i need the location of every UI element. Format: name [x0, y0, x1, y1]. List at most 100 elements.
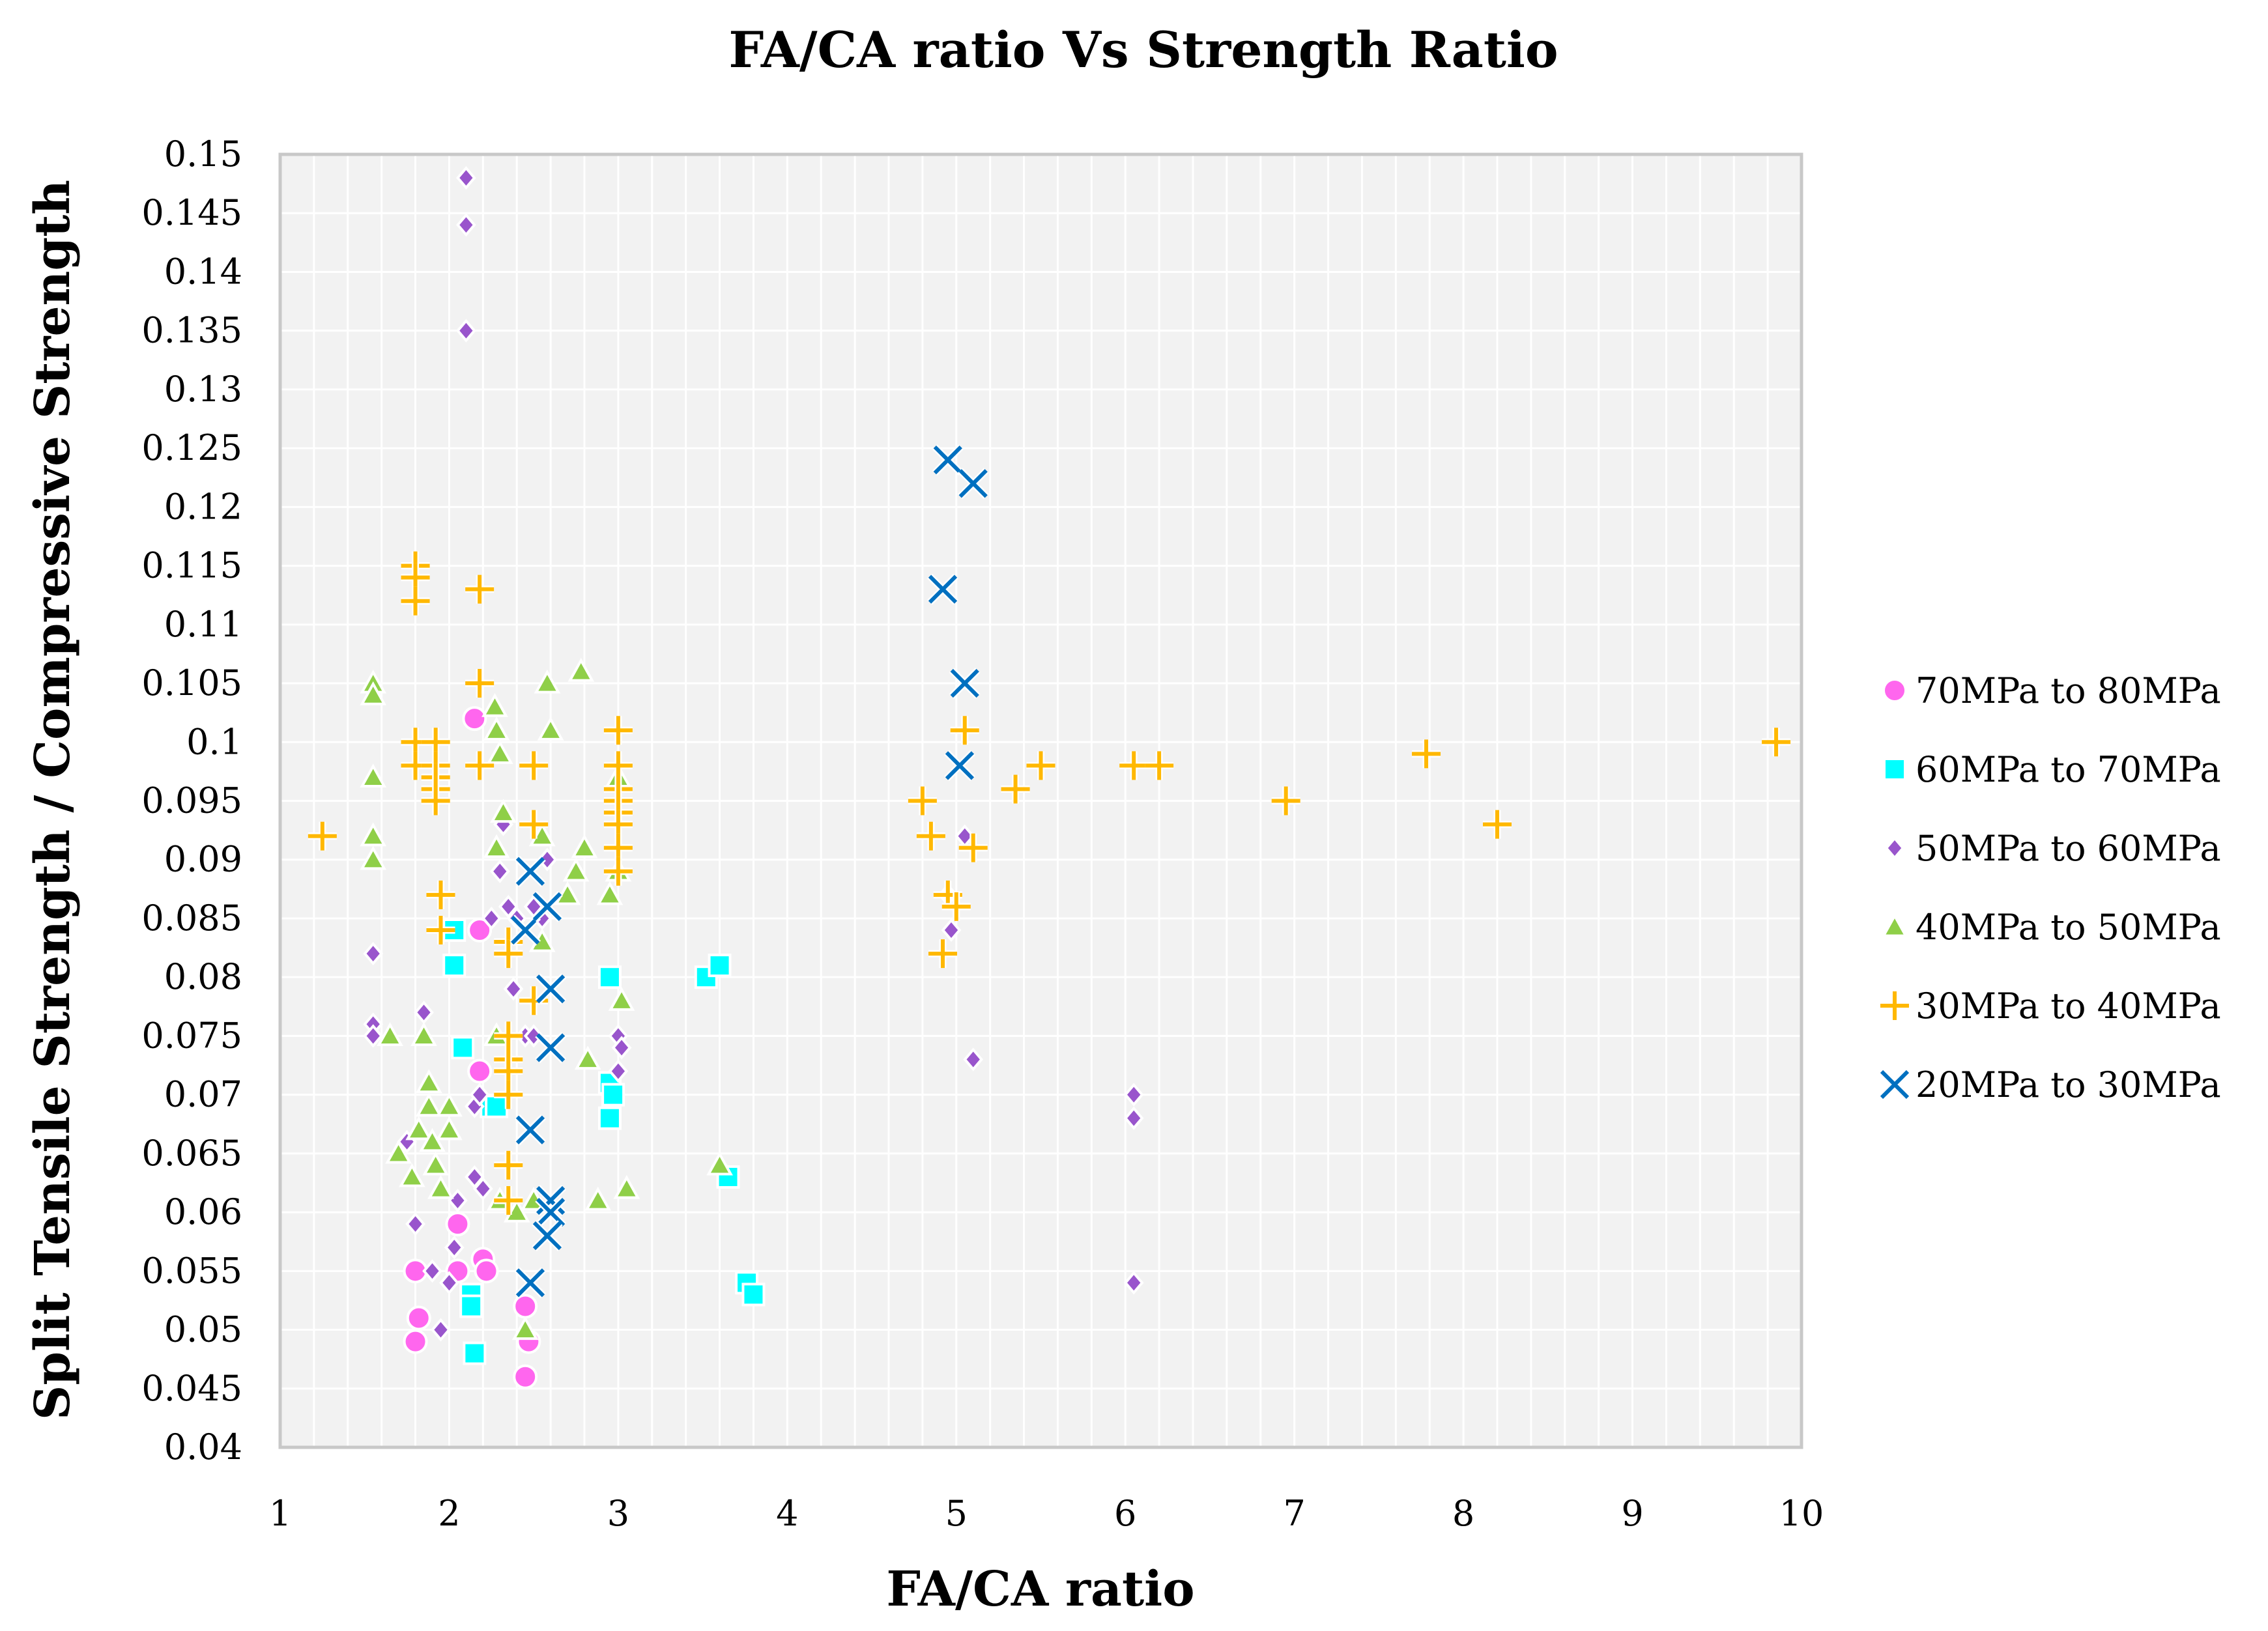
series-30mpa-to-40mpa — [308, 551, 1791, 1215]
y-tick-label: 0.06 — [164, 1191, 242, 1232]
legend-item: 40MPa to 50MPa — [1881, 907, 2221, 948]
data-point-plus — [401, 586, 430, 616]
data-point-triangle — [608, 987, 635, 1011]
y-tick-label: 0.065 — [141, 1133, 242, 1174]
data-point-circle — [406, 1305, 431, 1331]
y-tick-label: 0.04 — [164, 1426, 242, 1468]
data-point-triangle — [483, 716, 510, 741]
data-point-x — [535, 1032, 567, 1064]
x-axis-title: FA/CA ratio — [886, 1561, 1194, 1617]
data-point-plus — [941, 892, 971, 921]
data-point-x — [532, 1220, 563, 1252]
data-point-triangle — [534, 669, 561, 694]
x-tick-label: 2 — [438, 1493, 460, 1534]
data-point-triangle — [377, 1022, 404, 1047]
data-point-plus — [494, 1186, 523, 1215]
data-point-x — [949, 668, 981, 699]
data-point-triangle — [398, 1163, 425, 1187]
series-60mpa-to-70mpa — [442, 918, 766, 1365]
data-point-diamond — [422, 1259, 442, 1283]
data-point-plus — [426, 880, 455, 909]
y-tick-label: 0.09 — [164, 839, 242, 880]
data-point-triangle — [537, 716, 564, 741]
data-point-triangle — [483, 834, 510, 858]
data-point-triangle — [436, 1116, 463, 1141]
data-point-triangle — [419, 1128, 446, 1152]
data-point-square — [601, 1083, 625, 1107]
data-point-diamond — [456, 166, 476, 190]
data-point-diamond — [363, 1024, 384, 1048]
y-axis-title: Split Tensile Strength / Compressive Str… — [25, 180, 81, 1420]
x-axis: 1 2 3 4 5 6 7 8 9 10 — [269, 1493, 1824, 1534]
data-point-diamond — [439, 1271, 459, 1295]
data-point-plus — [494, 939, 523, 969]
data-point-plus — [603, 857, 633, 886]
data-point-square — [708, 954, 732, 978]
y-tick-label: 0.11 — [164, 604, 242, 645]
data-point-circle — [513, 1364, 538, 1389]
data-point-square — [459, 1294, 483, 1318]
data-point-diamond — [1123, 1106, 1144, 1130]
data-point-plus — [950, 716, 979, 745]
data-point-triangle — [436, 1092, 463, 1117]
data-point-diamond — [503, 977, 524, 1001]
data-point-x — [535, 973, 567, 1005]
chart-title: FA/CA ratio Vs Strength Ratio — [728, 21, 1558, 79]
data-point-x — [927, 573, 958, 605]
y-tick-label: 0.085 — [141, 898, 242, 939]
data-point-plus — [494, 1080, 523, 1109]
legend-label: 50MPa to 60MPa — [1916, 828, 2221, 869]
x-tick-label: 3 — [607, 1493, 629, 1534]
data-point-x — [1879, 1069, 1910, 1100]
data-point-square — [451, 1036, 475, 1060]
data-point-diamond — [464, 1165, 485, 1189]
data-point-diamond — [431, 1318, 451, 1342]
data-point-circle — [403, 1329, 428, 1354]
data-point-square — [1883, 758, 1906, 781]
y-tick-label: 0.055 — [141, 1250, 242, 1291]
data-point-triangle — [360, 763, 387, 788]
data-point-triangle — [427, 1174, 454, 1199]
data-point-triangle — [486, 740, 513, 764]
legend: 70MPa to 80MPa 60MPa to 70MPa 50MPa to 60M… — [1879, 670, 2221, 1105]
legend-label: 40MPa to 50MPa — [1916, 907, 2221, 948]
data-point-square — [597, 965, 622, 989]
y-tick-label: 0.045 — [141, 1368, 242, 1409]
data-point-diamond — [608, 1059, 629, 1083]
data-point-plus — [465, 751, 495, 780]
data-point-circle — [445, 1212, 470, 1237]
y-tick-label: 0.095 — [141, 780, 242, 821]
data-point-triangle — [410, 1022, 437, 1047]
data-point-circle — [1882, 678, 1907, 703]
data-point-diamond — [611, 1036, 632, 1060]
data-point-diamond — [472, 1176, 493, 1201]
data-point-x — [957, 468, 989, 500]
data-point-triangle — [554, 881, 581, 905]
data-point-triangle — [422, 1151, 450, 1176]
data-point-diamond — [941, 918, 962, 943]
legend-item: 30MPa to 40MPa — [1880, 986, 2221, 1027]
data-point-circle — [467, 918, 493, 943]
x-tick-label: 8 — [1452, 1493, 1474, 1534]
data-point-triangle — [574, 1045, 601, 1070]
y-tick-label: 0.145 — [141, 192, 242, 233]
data-point-circle — [462, 706, 487, 731]
data-point-plus — [1145, 751, 1174, 780]
data-point-triangle — [385, 1139, 412, 1164]
data-point-circle — [474, 1258, 499, 1284]
data-point-triangle — [405, 1116, 433, 1141]
data-point-x — [515, 855, 546, 887]
data-point-triangle — [584, 1186, 612, 1211]
data-point-plus — [308, 821, 337, 851]
y-axis: 0.04 0.045 0.05 0.055 0.06 0.065 0.07 0.075 0.08… — [141, 134, 242, 1468]
data-point-x — [532, 891, 563, 922]
y-tick-label: 0.08 — [164, 956, 242, 997]
data-point-triangle — [481, 693, 508, 717]
y-tick-label: 0.1 — [186, 721, 242, 762]
data-point-diamond — [1123, 1083, 1144, 1107]
series-70mpa-to-80mpa — [403, 706, 541, 1389]
data-point-plus — [465, 574, 495, 604]
data-point-x — [515, 1267, 546, 1299]
data-point-triangle — [360, 822, 387, 847]
